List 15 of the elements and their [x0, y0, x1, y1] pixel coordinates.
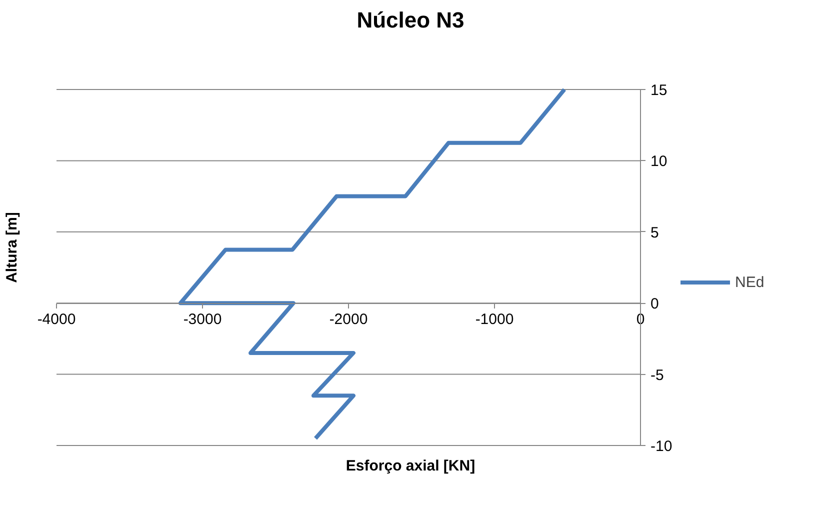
x-tick-label: -3000 — [183, 311, 222, 328]
line-series — [178, 88, 566, 440]
x-tick-label: -1000 — [475, 311, 514, 328]
y-tick-label: 5 — [650, 224, 659, 242]
x-tick-label: -2000 — [329, 311, 368, 328]
legend-label: NEd — [735, 274, 764, 290]
y-tick-label: 0 — [650, 296, 659, 313]
y-tick-label: 10 — [650, 153, 668, 170]
x-tick-label: -4000 — [37, 311, 76, 328]
x-axis-title: Esforço axial [KN] — [346, 458, 476, 474]
y-tick-label: -10 — [650, 438, 672, 455]
y-tick-label: -5 — [650, 366, 664, 384]
y-axis-title: Altura [m] — [4, 212, 20, 283]
y-tick-label: 15 — [650, 82, 668, 99]
chart-title: Núcleo N3 — [356, 8, 464, 32]
